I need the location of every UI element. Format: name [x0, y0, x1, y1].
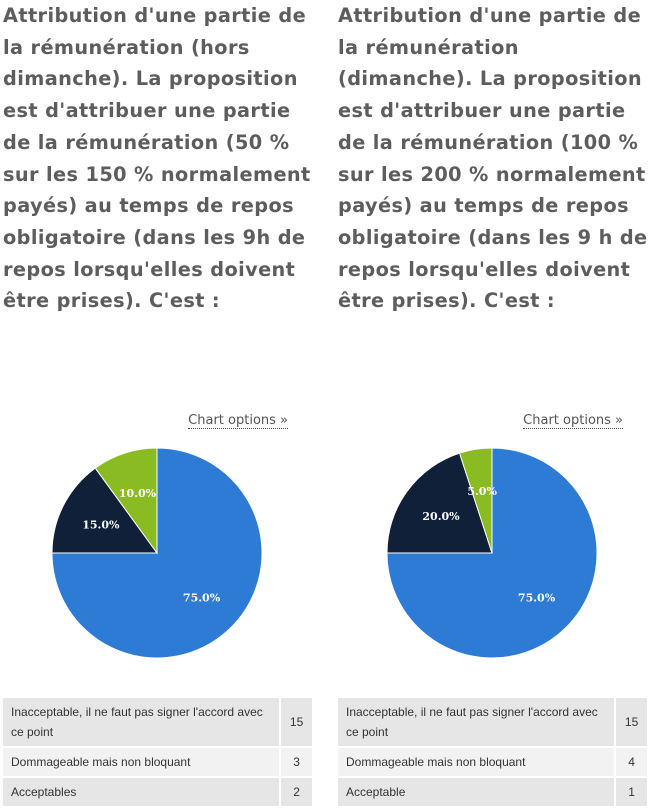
result-row-acceptable: Acceptables 2 — [3, 778, 312, 806]
poll-column-hors-dimanche: Attribution d'une partie de la rémunérat… — [3, 0, 318, 806]
result-count: 1 — [614, 778, 647, 806]
result-label: Inacceptable, il ne faut pas signer l'ac… — [3, 698, 280, 746]
result-row-acceptable: Acceptable 1 — [338, 778, 647, 806]
result-row-dommageable: Dommageable mais non bloquant 4 — [338, 748, 647, 776]
pie-slice-label: 20.0% — [422, 510, 460, 523]
results-pie-chart: 75.0% 15.0% 10.0% — [51, 447, 263, 659]
result-count: 4 — [614, 748, 647, 776]
result-count: 3 — [279, 748, 312, 776]
result-label: Dommageable mais non bloquant — [3, 748, 280, 776]
pie-slice-dommageable — [386, 452, 493, 554]
result-row-inacceptable: Inacceptable, il ne faut pas signer l'ac… — [338, 698, 647, 746]
result-row-dommageable: Dommageable mais non bloquant 3 — [3, 748, 312, 776]
result-count: 15 — [614, 698, 647, 746]
pie-slice-inacceptable — [51, 447, 263, 659]
pie-slice-label: 75.0% — [518, 592, 556, 605]
results-table: Inacceptable, il ne faut pas signer l'ac… — [338, 696, 647, 808]
question-title: Attribution d'une partie de la rémunérat… — [338, 4, 648, 313]
poll-column-dimanche: Attribution d'une partie de la rémunérat… — [338, 0, 653, 806]
pie-slice-acceptable — [94, 447, 158, 555]
result-count: 2 — [279, 778, 312, 806]
results-table: Inacceptable, il ne faut pas signer l'ac… — [3, 696, 312, 808]
pie-slice-label: 5.0% — [467, 485, 497, 498]
result-label: Acceptable — [338, 778, 615, 806]
pie-slice-label: 75.0% — [183, 592, 221, 605]
pie-slice-dommageable — [51, 467, 158, 554]
pie-slice-inacceptable — [386, 447, 598, 659]
result-label: Inacceptable, il ne faut pas signer l'ac… — [338, 698, 615, 746]
result-row-inacceptable: Inacceptable, il ne faut pas signer l'ac… — [3, 698, 312, 746]
question-title: Attribution d'une partie de la rémunérat… — [3, 4, 311, 313]
results-pie-chart: 75.0% 20.0% 5.0% — [386, 447, 598, 659]
pie-slice-label: 15.0% — [82, 518, 120, 531]
chart-options-link[interactable]: Chart options » — [188, 413, 288, 429]
result-label: Dommageable mais non bloquant — [338, 748, 615, 776]
result-count: 15 — [279, 698, 312, 746]
chart-options-link[interactable]: Chart options » — [523, 413, 623, 429]
pie-slice-acceptable — [458, 447, 493, 554]
result-label: Acceptables — [3, 778, 280, 806]
pie-slice-label: 10.0% — [119, 487, 157, 500]
